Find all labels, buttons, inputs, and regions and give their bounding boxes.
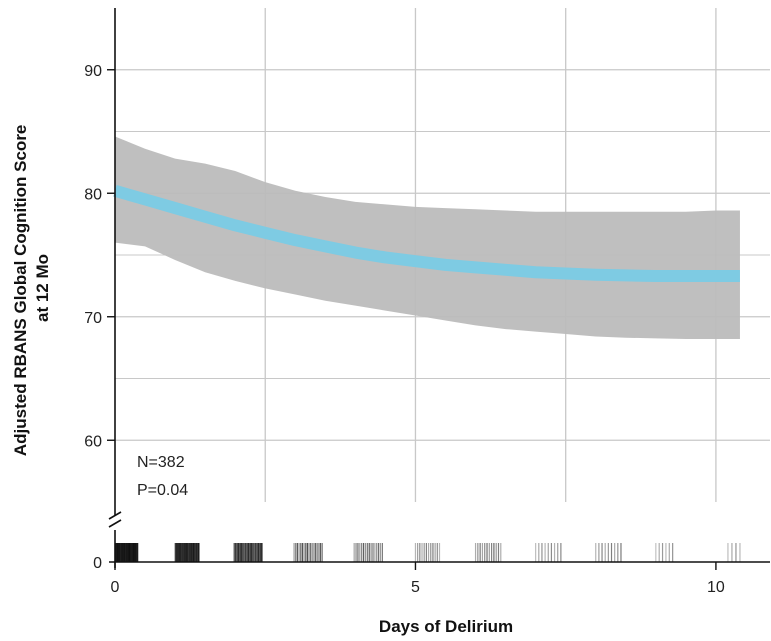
y-tick-label: 70	[84, 310, 102, 327]
y-axis-title-line-2: at 12 Mo	[33, 254, 52, 322]
tick-labels: 60 70 80 90 00 5 10	[84, 63, 725, 596]
y-tick-label-zero: 0	[93, 555, 102, 572]
rug-plot	[114, 543, 741, 562]
x-tick-label: 5	[411, 579, 420, 596]
y-axis-title-line-1: Adjusted RBANS Global Cognition Score	[11, 125, 30, 457]
x-tick-label: 10	[707, 579, 725, 596]
annotation-n: N=382	[137, 454, 185, 471]
annotation-p: P=0.04	[137, 482, 188, 499]
y-tick-label: 90	[84, 63, 102, 80]
y-axis-title: Adjusted RBANS Global Cognition Score at…	[11, 120, 52, 456]
trend-line-group	[113, 185, 740, 282]
axes	[107, 8, 770, 570]
y-tick-label: 80	[84, 186, 102, 203]
y-tick-label: 60	[84, 433, 102, 450]
axis-break-mark	[108, 511, 122, 520]
confidence-band	[115, 136, 740, 339]
trend-line	[113, 185, 740, 282]
confidence-band-group	[115, 136, 740, 339]
axis-break-mark	[108, 519, 122, 528]
x-tick-label: 0	[111, 579, 120, 596]
x-axis-title: Days of Delirium	[379, 617, 513, 636]
